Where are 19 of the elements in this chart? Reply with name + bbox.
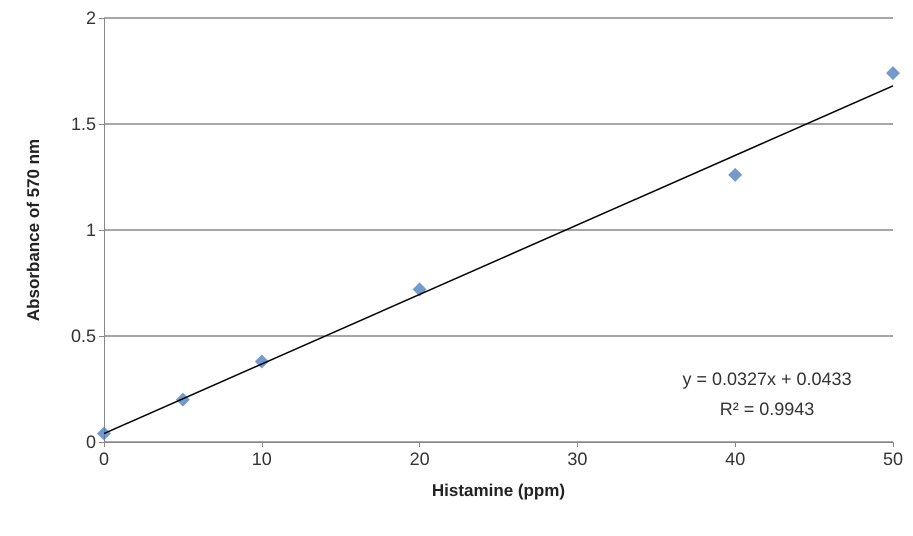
- y-axis-title: Absorbance of 570 nm: [24, 138, 43, 322]
- x-tick-label: 0: [98, 449, 110, 469]
- x-tick-label: 20: [410, 449, 430, 469]
- y-tick-label: 0: [86, 432, 96, 452]
- point: [97, 426, 111, 441]
- point: [728, 168, 742, 182]
- y-tick-label: 1.5: [70, 114, 96, 134]
- point: [886, 66, 900, 80]
- annotation: R² = 0.9943: [720, 399, 814, 419]
- x-tick-label: 50: [882, 449, 904, 469]
- x-tick-label: 30: [567, 449, 588, 469]
- y-tick-label: 0.5: [70, 326, 96, 346]
- y-tick-label: 2: [86, 8, 96, 28]
- y-tick-label: 1: [86, 220, 96, 240]
- x-tick-label: 10: [252, 449, 272, 469]
- x-axis-title: Histamine (ppm): [432, 481, 566, 500]
- annotation: y = 0.0327x + 0.0433: [682, 369, 852, 389]
- x-tick-label: 40: [725, 449, 746, 469]
- point: [412, 282, 427, 296]
